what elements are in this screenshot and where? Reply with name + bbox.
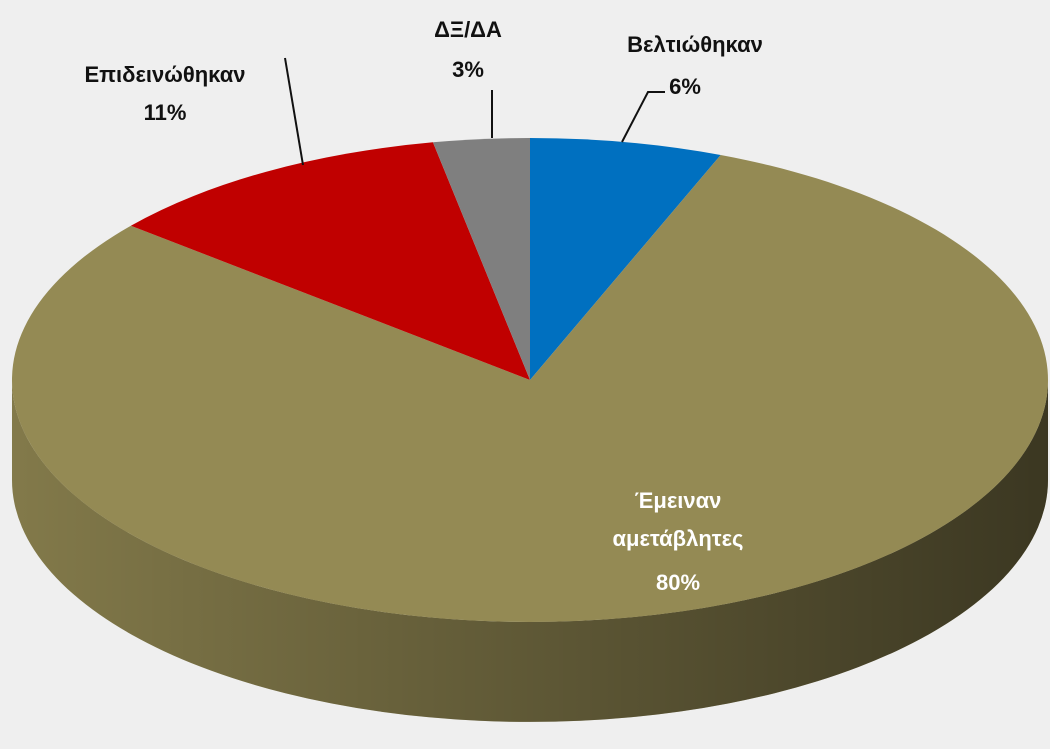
slice [432,138,530,380]
slice-label: Βελτιώθηκαν [627,32,763,57]
slice [11,154,1049,623]
slice-value-label: 80% [655,570,701,595]
slice-value-label: 6% [669,74,701,99]
slice [130,142,530,380]
slice-value-label: 11% [143,100,187,125]
slice-side-shade [12,380,1048,722]
slice-label: Επιδεινώθηκαν [84,62,246,87]
slice [530,138,721,380]
slice-label: ΔΞ/ΔΑ [434,17,502,42]
leader-line [284,57,304,166]
slice-label: Έμειναν αμετάβλητες [612,488,744,551]
slice-value-label: 3% [452,57,484,82]
leader-line [621,91,665,143]
